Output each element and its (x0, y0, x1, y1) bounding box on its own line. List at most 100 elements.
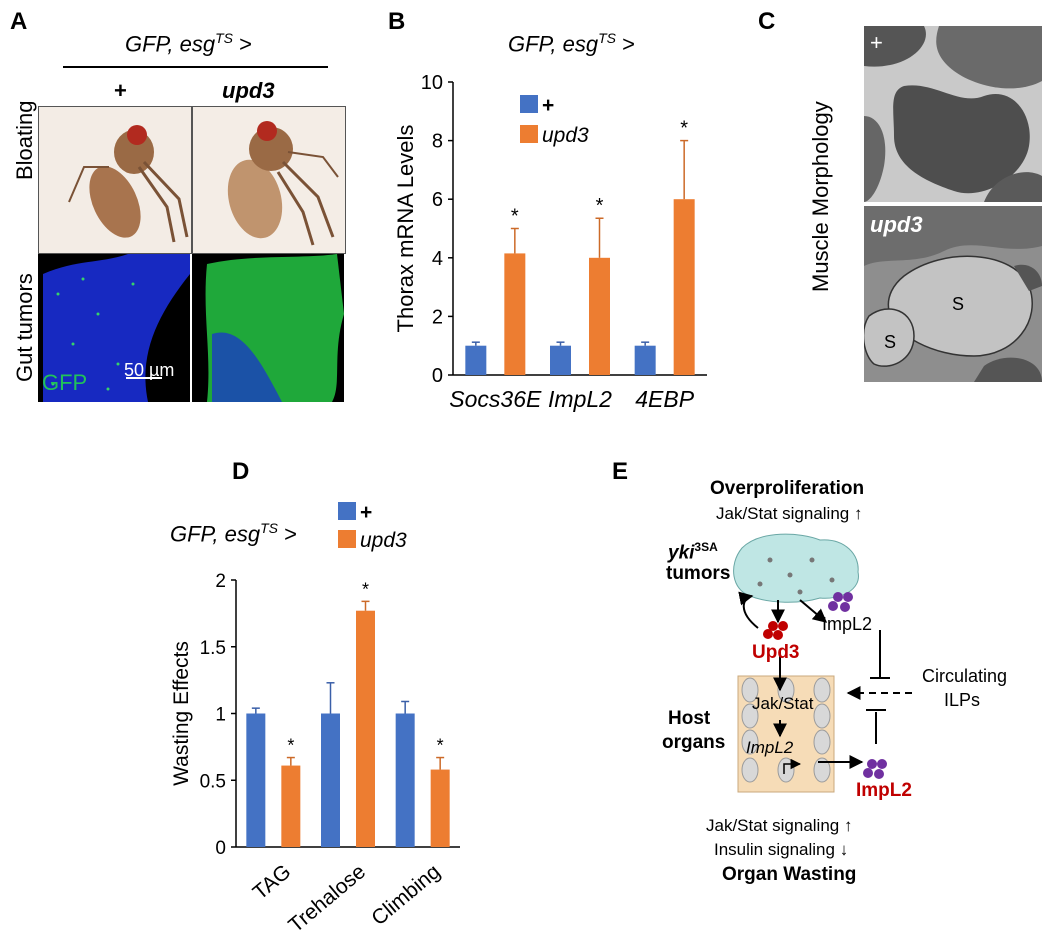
tumors-label: tumors (666, 563, 731, 584)
y-tick-label: 8 (432, 131, 443, 153)
bar-upd3 (356, 610, 375, 847)
significance-star: * (680, 118, 688, 140)
genotype-tail: > (277, 521, 297, 547)
col-upd3-label: upd3 (222, 78, 275, 103)
bar-control (321, 713, 340, 847)
y-tick-label: 4 (432, 248, 443, 270)
arrow-tumor-impl2 (799, 599, 828, 623)
upd3-dots (763, 621, 788, 640)
overproliferation-label: Overproliferation (710, 478, 865, 499)
fly-upd3-drawing (227, 121, 339, 246)
ilps-label: ILPs (944, 690, 981, 710)
x-tick-label: ImpL2 (548, 386, 612, 412)
legend-label-upd3: upd3 (360, 529, 407, 552)
muscle-upd3-drawing (864, 206, 1042, 382)
jakstat-bottom-text: Jak/Stat signaling (706, 816, 840, 835)
insulin-text: Insulin signaling (714, 840, 835, 859)
arrow-up-icon: ↑ (843, 816, 853, 835)
significance-star: * (511, 206, 519, 228)
jakstat-top-text: Jak/Stat signaling (716, 504, 850, 523)
legend-label-control: + (360, 501, 372, 524)
y-tick-label: 0 (432, 365, 443, 387)
legend-swatch-control (338, 502, 356, 520)
fly-image-upd3 (192, 106, 346, 254)
muscle-s-label-1: S (952, 294, 965, 314)
bar-upd3 (504, 253, 526, 375)
upd3-label: Upd3 (752, 642, 800, 663)
bar-control (634, 345, 656, 375)
gut-image-control (38, 254, 190, 402)
fly-image-control (38, 106, 192, 254)
bar-control (246, 713, 266, 847)
muscle-control-drawing (864, 26, 1042, 202)
y-tick-label: 6 (432, 189, 443, 211)
panel-a-divider (63, 66, 328, 68)
muscle-image-upd3: upd3 S S (864, 206, 1042, 382)
legend-swatch-upd3 (520, 125, 538, 143)
tumor-cluster (733, 533, 859, 603)
muscle-tag-plus: + (870, 30, 883, 55)
genotype-text: GFP, esg (125, 31, 216, 57)
legend-label-control: + (542, 94, 554, 117)
legend-swatch-upd3 (338, 530, 356, 548)
bar-upd3 (281, 765, 301, 847)
panel-b-label: B (388, 8, 406, 35)
x-tick-label: Socs36E (449, 386, 542, 412)
y-tick-label: 1 (215, 705, 226, 726)
fly-control-drawing (68, 125, 189, 243)
y-axis-label: Thorax mRNA Levels (393, 125, 418, 333)
genotype-sup: TS (260, 520, 278, 536)
insulin-label: Insulin signaling ↓ (714, 840, 848, 860)
impl2-dots-bottom (863, 759, 887, 779)
yki-text: yki (668, 542, 695, 564)
autocrine-arrow (738, 591, 759, 629)
genotype-tail: > (615, 31, 635, 57)
panel-b-genotype: GFP, esgTS > (508, 30, 635, 57)
host-label: Host (668, 708, 711, 729)
jakstat-inner-label: Jak/Stat (752, 694, 814, 713)
gut-upd3-drawing (205, 254, 344, 402)
muscle-tag-upd3: upd3 (870, 212, 923, 237)
impl2-dots-top (828, 592, 853, 612)
y-tick-label: 1.5 (200, 638, 226, 659)
y-tick-label: 0.5 (200, 771, 226, 792)
impl2-top-label: ImpL2 (822, 614, 873, 634)
genotype-sup: TS (215, 30, 233, 46)
yki-label: yki3SA (668, 540, 718, 564)
bar-upd3 (430, 769, 450, 847)
gut-control-drawing (43, 254, 190, 402)
bar-upd3 (673, 199, 695, 375)
genotype-sup: TS (598, 30, 616, 46)
organ-wasting-label: Organ Wasting (722, 864, 857, 885)
genotype-text: GFP, esg (508, 31, 599, 57)
significance-star: * (362, 579, 369, 599)
y-tick-label: 0 (215, 838, 226, 859)
panel-a-genotype: GFP, esgTS > (125, 30, 252, 57)
circulating-label: Circulating (922, 666, 1008, 686)
bar-control (395, 713, 415, 847)
y-tick-label: 2 (432, 306, 443, 328)
significance-star: * (437, 736, 444, 756)
arrow-up-icon: ↑ (853, 504, 863, 523)
yki-sup: 3SA (694, 540, 718, 554)
gut-image-upd3 (192, 254, 344, 402)
bar-control (550, 345, 571, 375)
significance-star: * (287, 736, 294, 756)
panel-c-label: C (758, 8, 776, 35)
organs-label: organs (662, 732, 726, 753)
jakstat-top-label: Jak/Stat signaling ↑ (716, 504, 862, 524)
panel-d-genotype: GFP, esgTS > (170, 520, 297, 547)
y-tick-label: 2 (215, 571, 226, 592)
genotype-text: GFP, esg (170, 521, 261, 547)
y-tick-label: 10 (421, 72, 443, 94)
impl2-bottom-label: ImpL2 (856, 780, 912, 801)
legend-label-upd3: upd3 (542, 124, 589, 147)
legend-swatch-control (520, 95, 538, 113)
transcription-arrow (783, 758, 802, 774)
scale-bar-label: 50 µm (124, 360, 175, 380)
panel-e-label: E (612, 458, 629, 485)
genotype-tail: > (232, 31, 252, 57)
